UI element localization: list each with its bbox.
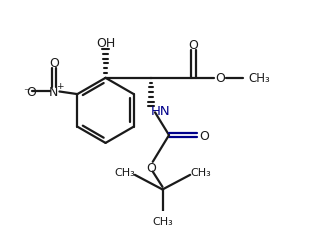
Text: O: O	[215, 72, 225, 85]
Text: CH₃: CH₃	[152, 216, 173, 225]
Text: CH₃: CH₃	[190, 167, 211, 178]
Text: O: O	[188, 39, 198, 52]
Text: O: O	[199, 129, 209, 142]
Text: CH₃: CH₃	[114, 167, 135, 178]
Text: O: O	[146, 162, 156, 174]
Text: +: +	[56, 81, 63, 90]
Text: CH₃: CH₃	[249, 72, 270, 85]
Text: OH: OH	[96, 36, 115, 49]
Text: N: N	[49, 86, 58, 99]
Text: O: O	[26, 86, 36, 99]
Text: ⁻: ⁻	[24, 86, 30, 99]
Text: O: O	[49, 57, 59, 70]
Text: HN: HN	[150, 104, 170, 117]
